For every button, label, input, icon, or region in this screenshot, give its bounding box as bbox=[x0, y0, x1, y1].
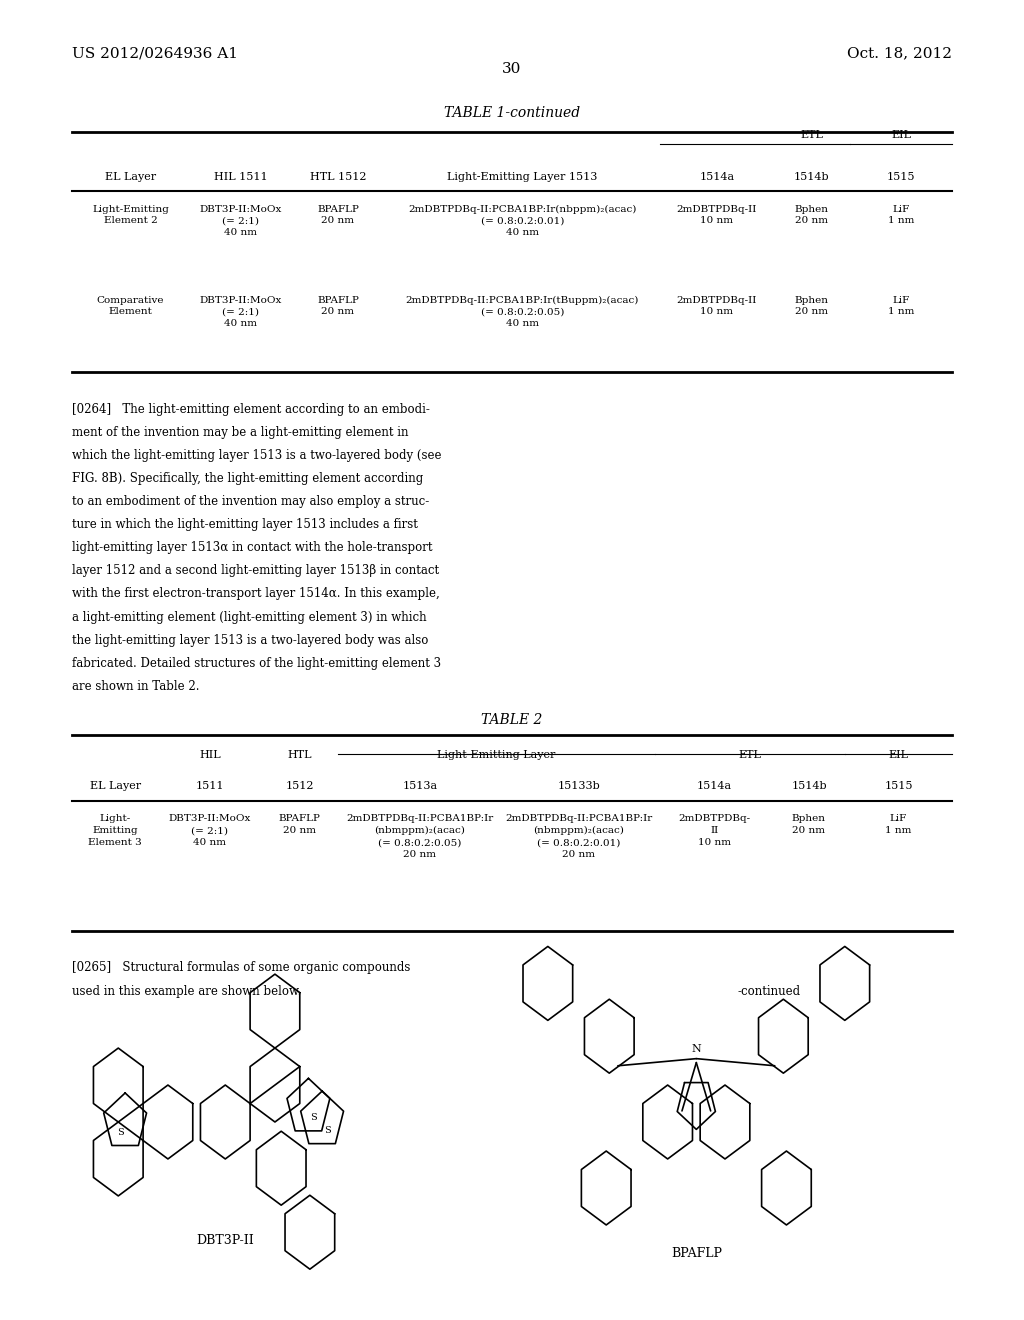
Text: HIL 1511: HIL 1511 bbox=[214, 172, 267, 182]
Text: S: S bbox=[324, 1126, 331, 1135]
Text: [0265]   Structural formulas of some organic compounds: [0265] Structural formulas of some organ… bbox=[72, 961, 410, 974]
Text: 1514a: 1514a bbox=[699, 172, 734, 182]
Text: with the first electron-transport layer 1514α. In this example,: with the first electron-transport layer … bbox=[72, 587, 439, 601]
Text: DBT3P-II:MoOx
(= 2:1)
40 nm: DBT3P-II:MoOx (= 2:1) 40 nm bbox=[200, 296, 282, 329]
Text: 1514b: 1514b bbox=[794, 172, 829, 182]
Text: light-emitting layer 1513α in contact with the hole-transport: light-emitting layer 1513α in contact wi… bbox=[72, 541, 432, 554]
Text: ETL: ETL bbox=[800, 129, 823, 140]
Text: US 2012/0264936 A1: US 2012/0264936 A1 bbox=[72, 46, 238, 61]
Text: LiF
1 nm: LiF 1 nm bbox=[888, 205, 914, 226]
Text: 1515: 1515 bbox=[887, 172, 915, 182]
Text: 1515: 1515 bbox=[885, 781, 912, 792]
Text: Comparative
Element: Comparative Element bbox=[97, 296, 164, 317]
Text: DBT3P-II: DBT3P-II bbox=[197, 1234, 254, 1247]
Text: ture in which the light-emitting layer 1513 includes a first: ture in which the light-emitting layer 1… bbox=[72, 519, 418, 531]
Text: HTL 1512: HTL 1512 bbox=[309, 172, 367, 182]
Text: Light-Emitting
Element 2: Light-Emitting Element 2 bbox=[92, 205, 169, 226]
Text: 1513a: 1513a bbox=[402, 781, 437, 792]
Text: BPAFLP
20 nm: BPAFLP 20 nm bbox=[317, 296, 358, 317]
Text: BPAFLP: BPAFLP bbox=[671, 1247, 722, 1261]
Text: 2mDBTPDBq-II:PCBA1BP:Ir(tBuppm)₂(acac)
(= 0.8:0.2:0.05)
40 nm: 2mDBTPDBq-II:PCBA1BP:Ir(tBuppm)₂(acac) (… bbox=[406, 296, 639, 329]
Text: used in this example are shown below.: used in this example are shown below. bbox=[72, 985, 301, 998]
Text: TABLE 2: TABLE 2 bbox=[481, 713, 543, 727]
Text: 2mDBTPDBq-II:PCBA1BP:Ir
(nbmppm)₂(acac)
(= 0.8:0.2:0.01)
20 nm: 2mDBTPDBq-II:PCBA1BP:Ir (nbmppm)₂(acac) … bbox=[505, 814, 652, 859]
Text: 2mDBTPDBq-II:PCBA1BP:Ir(nbppm)₂(acac)
(= 0.8:0.2:0.01)
40 nm: 2mDBTPDBq-II:PCBA1BP:Ir(nbppm)₂(acac) (=… bbox=[408, 205, 637, 238]
Text: Oct. 18, 2012: Oct. 18, 2012 bbox=[847, 46, 952, 61]
Text: BPAFLP
20 nm: BPAFLP 20 nm bbox=[279, 814, 321, 836]
Text: Light-
Emitting
Element 3: Light- Emitting Element 3 bbox=[88, 814, 142, 847]
Text: to an embodiment of the invention may also employ a struc-: to an embodiment of the invention may al… bbox=[72, 495, 429, 508]
Text: fabricated. Detailed structures of the light-emitting element 3: fabricated. Detailed structures of the l… bbox=[72, 657, 440, 669]
Text: HTL: HTL bbox=[288, 750, 311, 760]
Text: LiF
1 nm: LiF 1 nm bbox=[888, 296, 914, 317]
Text: a light-emitting element (light-emitting element 3) in which: a light-emitting element (light-emitting… bbox=[72, 611, 426, 623]
Text: layer 1512 and a second light-emitting layer 1513β in contact: layer 1512 and a second light-emitting l… bbox=[72, 565, 439, 577]
Text: 2mDBTPDBq-II
10 nm: 2mDBTPDBq-II 10 nm bbox=[677, 296, 757, 317]
Text: DBT3P-II:MoOx
(= 2:1)
40 nm: DBT3P-II:MoOx (= 2:1) 40 nm bbox=[200, 205, 282, 238]
Text: HIL: HIL bbox=[199, 750, 221, 760]
Text: ment of the invention may be a light-emitting element in: ment of the invention may be a light-emi… bbox=[72, 425, 409, 438]
Text: EIL: EIL bbox=[891, 129, 911, 140]
Text: 2mDBTPDBq-II
10 nm: 2mDBTPDBq-II 10 nm bbox=[677, 205, 757, 226]
Text: S: S bbox=[310, 1114, 316, 1122]
Text: 1512: 1512 bbox=[286, 781, 313, 792]
Text: 1514a: 1514a bbox=[696, 781, 732, 792]
Text: Bphen
20 nm: Bphen 20 nm bbox=[792, 814, 826, 836]
Text: N: N bbox=[691, 1044, 701, 1055]
Text: EL Layer: EL Layer bbox=[105, 172, 156, 182]
Text: 15133b: 15133b bbox=[557, 781, 600, 792]
Text: BPAFLP
20 nm: BPAFLP 20 nm bbox=[317, 205, 358, 226]
Text: [0264]   The light-emitting element according to an embodi-: [0264] The light-emitting element accord… bbox=[72, 403, 429, 416]
Text: Light-Emitting Layer: Light-Emitting Layer bbox=[437, 750, 556, 760]
Text: the light-emitting layer 1513 is a two-layered body was also: the light-emitting layer 1513 is a two-l… bbox=[72, 634, 428, 647]
Text: which the light-emitting layer 1513 is a two-layered body (see: which the light-emitting layer 1513 is a… bbox=[72, 449, 441, 462]
Text: 1514b: 1514b bbox=[792, 781, 826, 792]
Text: LiF
1 nm: LiF 1 nm bbox=[886, 814, 911, 836]
Text: FIG. 8B). Specifically, the light-emitting element according: FIG. 8B). Specifically, the light-emitti… bbox=[72, 473, 423, 484]
Text: 2mDBTPDBq-
II
10 nm: 2mDBTPDBq- II 10 nm bbox=[678, 814, 751, 847]
Text: Light-Emitting Layer 1513: Light-Emitting Layer 1513 bbox=[447, 172, 597, 182]
Text: EIL: EIL bbox=[889, 750, 908, 760]
Text: 2mDBTPDBq-II:PCBA1BP:Ir
(nbmppm)₂(acac)
(= 0.8:0.2:0.05)
20 nm: 2mDBTPDBq-II:PCBA1BP:Ir (nbmppm)₂(acac) … bbox=[346, 814, 494, 859]
Text: Bphen
20 nm: Bphen 20 nm bbox=[795, 205, 828, 226]
Text: DBT3P-II:MoOx
(= 2:1)
40 nm: DBT3P-II:MoOx (= 2:1) 40 nm bbox=[169, 814, 251, 847]
Text: Bphen
20 nm: Bphen 20 nm bbox=[795, 296, 828, 317]
Text: are shown in Table 2.: are shown in Table 2. bbox=[72, 680, 200, 693]
Text: TABLE 1-continued: TABLE 1-continued bbox=[444, 106, 580, 120]
Text: 30: 30 bbox=[503, 62, 521, 77]
Text: -continued: -continued bbox=[737, 985, 801, 998]
Text: ETL: ETL bbox=[738, 750, 762, 760]
Text: 1511: 1511 bbox=[196, 781, 224, 792]
Text: EL Layer: EL Layer bbox=[90, 781, 140, 792]
Text: S: S bbox=[117, 1129, 123, 1137]
